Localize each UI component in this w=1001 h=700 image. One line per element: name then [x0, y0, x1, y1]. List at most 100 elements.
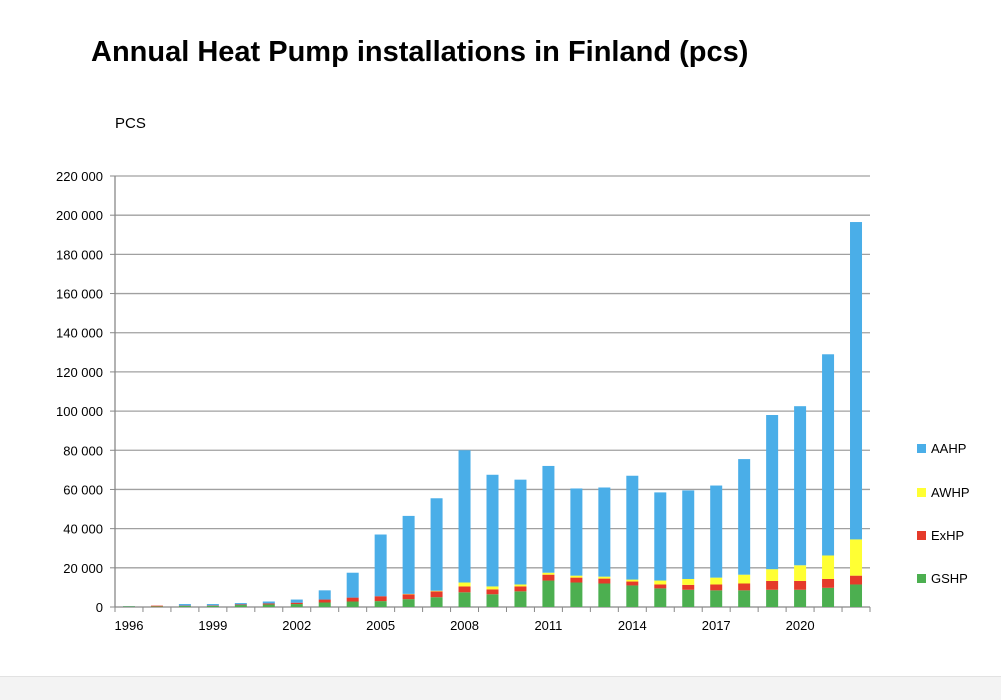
bar-aahp-2006: [403, 516, 415, 594]
bar-awhp-2013: [598, 577, 610, 579]
bar-aahp-2004: [347, 573, 359, 598]
bar-aahp-2013: [598, 487, 610, 576]
legend-swatch-gshp: [917, 574, 926, 583]
bar-awhp-2015: [654, 581, 666, 585]
bar-exhp-2003: [319, 600, 331, 603]
bar-aahp-2003: [319, 590, 331, 599]
bar-gshp-2021: [822, 588, 834, 607]
x-tick-label: 2017: [702, 618, 731, 633]
bar-exhp-2017: [710, 584, 722, 590]
bar-awhp-2010: [514, 584, 526, 586]
bar-exhp-1997: [151, 606, 163, 607]
bar-aahp-2012: [570, 488, 582, 575]
x-tick-label: 1996: [115, 618, 144, 633]
x-tick-label: 2002: [282, 618, 311, 633]
bar-gshp-2002: [291, 604, 303, 607]
bar-awhp-2014: [626, 580, 638, 582]
bar-awhp-2019: [766, 569, 778, 581]
bar-exhp-2008: [459, 586, 471, 592]
bar-awhp-2012: [570, 576, 582, 578]
y-tick-label: 100 000: [56, 404, 103, 419]
bar-exhp-2020: [794, 581, 806, 590]
y-tick-label: 60 000: [63, 482, 103, 497]
bar-gshp-2003: [319, 602, 331, 607]
bar-awhp-2017: [710, 578, 722, 585]
legend-label-aahp: AAHP: [931, 441, 966, 456]
y-tick-label: 80 000: [63, 443, 103, 458]
x-tick-label: 2014: [618, 618, 647, 633]
bar-exhp-2022: [850, 576, 862, 585]
bar-exhp-2021: [822, 579, 834, 588]
bar-exhp-2002: [291, 603, 303, 604]
bar-gshp-2015: [654, 588, 666, 607]
bar-exhp-2016: [682, 585, 694, 590]
bar-aahp-1998: [179, 604, 191, 606]
bar-aahp-1999: [207, 604, 219, 605]
bar-aahp-2001: [263, 602, 275, 604]
bar-awhp-2020: [794, 565, 806, 581]
y-tick-label: 200 000: [56, 208, 103, 223]
bar-exhp-2010: [514, 586, 526, 591]
bar-exhp-2001: [263, 603, 275, 604]
bar-aahp-2009: [487, 475, 499, 587]
bar-gshp-1996: [123, 606, 135, 607]
bar-gshp-2000: [235, 605, 247, 607]
bar-gshp-2017: [710, 590, 722, 607]
bar-exhp-2015: [654, 584, 666, 588]
bar-gshp-2014: [626, 585, 638, 607]
bar-awhp-2008: [459, 583, 471, 587]
bar-exhp-2000: [235, 604, 247, 605]
bar-aahp-2000: [235, 603, 247, 604]
bar-aahp-2018: [738, 459, 750, 575]
bar-aahp-2015: [654, 492, 666, 580]
bar-aahp-2016: [682, 490, 694, 579]
bar-awhp-2022: [850, 539, 862, 575]
y-tick-label: 120 000: [56, 365, 103, 380]
bar-gshp-2007: [431, 597, 443, 607]
legend-label-exhp: ExHP: [931, 528, 964, 543]
x-tick-label: 2005: [366, 618, 395, 633]
bar-gshp-1999: [207, 606, 219, 607]
legend-swatch-awhp: [917, 488, 926, 497]
y-tick-label: 220 000: [56, 169, 103, 184]
bar-gshp-2009: [487, 594, 499, 607]
bar-aahp-2005: [375, 535, 387, 597]
bar-aahp-2014: [626, 476, 638, 580]
bar-aahp-2020: [794, 406, 806, 565]
bar-gshp-2012: [570, 583, 582, 607]
bar-awhp-2016: [682, 579, 694, 585]
bar-aahp-2007: [431, 498, 443, 590]
y-tick-label: 40 000: [63, 522, 103, 537]
bar-gshp-2018: [738, 590, 750, 607]
y-tick-label: 20 000: [63, 561, 103, 576]
bar-gshp-2019: [766, 590, 778, 607]
bottom-bar: [0, 676, 1001, 700]
bar-gshp-2004: [347, 602, 359, 607]
bar-exhp-2005: [375, 596, 387, 601]
bar-exhp-2004: [347, 598, 359, 602]
bar-aahp-2002: [291, 600, 303, 603]
bar-exhp-2019: [766, 581, 778, 590]
bar-exhp-2013: [598, 579, 610, 584]
bar-gshp-1998: [179, 606, 191, 607]
bar-exhp-2014: [626, 582, 638, 586]
x-tick-label: 1999: [198, 618, 227, 633]
y-tick-label: 180 000: [56, 247, 103, 262]
bar-aahp-2010: [514, 480, 526, 585]
y-tick-label: 160 000: [56, 287, 103, 302]
bar-aahp-2019: [766, 415, 778, 569]
bar-awhp-2021: [822, 555, 834, 579]
bar-gshp-2001: [263, 604, 275, 607]
bar-aahp-2021: [822, 354, 834, 555]
bar-aahp-2011: [542, 466, 554, 573]
x-tick-label: 2020: [786, 618, 815, 633]
bar-gshp-2008: [459, 592, 471, 607]
bar-aahp-2008: [459, 450, 471, 582]
bar-aahp-2022: [850, 222, 862, 539]
bar-gshp-2010: [514, 591, 526, 607]
bar-awhp-2009: [487, 586, 499, 589]
y-tick-label: 140 000: [56, 326, 103, 341]
bar-exhp-2007: [431, 591, 443, 597]
bar-exhp-2006: [403, 594, 415, 599]
